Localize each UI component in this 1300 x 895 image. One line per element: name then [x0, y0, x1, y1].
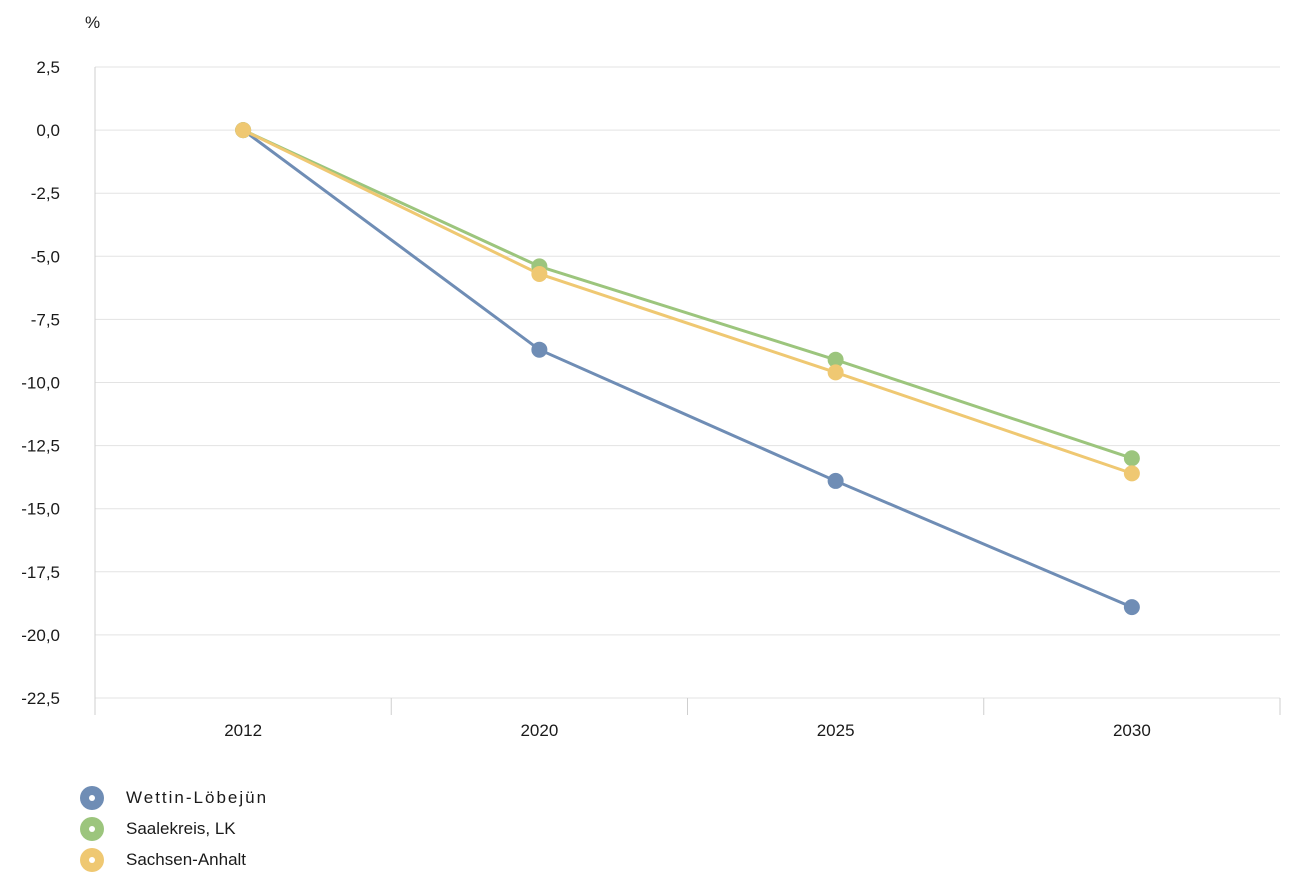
y-tick-label: -2,5 [31, 184, 60, 203]
data-point-0-1[interactable] [531, 341, 548, 358]
data-point-2-2[interactable] [827, 364, 844, 381]
legend-item-2[interactable]: Sachsen-Anhalt [80, 844, 268, 875]
x-tick-label: 2025 [817, 721, 855, 740]
legend-marker-icon [80, 847, 104, 872]
data-point-1-2[interactable] [827, 351, 844, 368]
legend-marker-icon [80, 816, 104, 841]
line-chart: % 2,5 0,0 -2,5 -5,0 -7,5 -10,0 -12,5 -15,0 -17,5… [21, 13, 1281, 740]
x-tick-label: 2012 [224, 721, 262, 740]
series-line-0 [242, 128, 1133, 609]
data-point-2-0[interactable] [235, 122, 252, 139]
legend-item-1[interactable]: Saalekreis, LK [80, 813, 268, 844]
legend-item-0[interactable]: Wettin-Löbejün [80, 782, 268, 813]
data-point-2-1[interactable] [531, 265, 548, 282]
data-point-0-3[interactable] [1123, 599, 1140, 616]
y-axis-unit-label: % [85, 13, 100, 32]
y-tick-label: -15,0 [21, 500, 60, 519]
y-tick-label: -5,0 [31, 247, 60, 266]
legend-label: Sachsen-Anhalt [126, 849, 247, 869]
y-tick-label: 0,0 [36, 121, 60, 140]
y-tick-label: -22,5 [21, 689, 60, 708]
x-tick-label: 2020 [520, 721, 558, 740]
series-line-2 [242, 128, 1133, 475]
data-point-2-3[interactable] [1123, 465, 1140, 482]
x-tick-label: 2030 [1113, 721, 1151, 740]
legend-marker-icon [80, 785, 104, 810]
y-tick-label: -10,0 [21, 374, 60, 393]
data-point-1-3[interactable] [1123, 450, 1140, 467]
data-point-0-2[interactable] [827, 472, 844, 489]
series-line-1 [242, 128, 1133, 460]
y-tick-label: -7,5 [31, 310, 60, 329]
legend-label: Wettin-Löbejün [126, 787, 269, 807]
y-tick-label: -17,5 [21, 563, 60, 582]
legend: Wettin-Löbejün Saalekreis, LK Sachsen-Anha… [80, 782, 268, 875]
y-tick-label: -12,5 [21, 437, 60, 456]
y-tick-label: -20,0 [21, 626, 60, 645]
legend-label: Saalekreis, LK [126, 818, 236, 838]
y-tick-label: 2,5 [36, 58, 60, 77]
